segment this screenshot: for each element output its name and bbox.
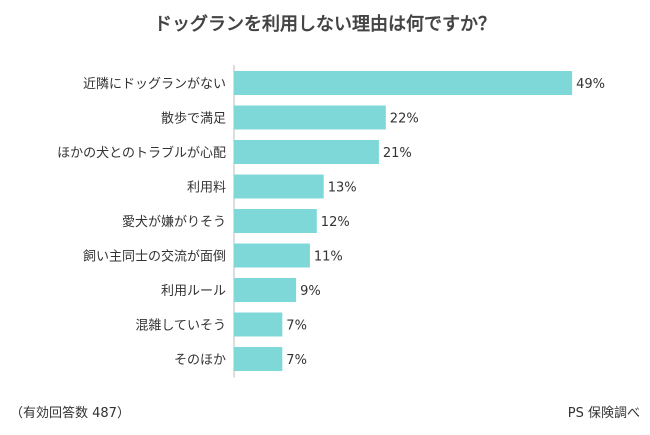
bar (234, 140, 379, 164)
bar (234, 312, 283, 337)
category-label: 飼い主同士の交流が面倒 (83, 249, 226, 265)
bar (234, 243, 310, 268)
value-label: 22% (390, 112, 419, 127)
bar (234, 278, 297, 302)
bar (234, 71, 573, 95)
category-label: そのほか (174, 353, 226, 368)
category-label: 散歩で満足 (161, 112, 226, 127)
source-note: PS 保険調べ (567, 406, 640, 421)
category-label: 愛犬が嫌がりそう (122, 215, 226, 230)
value-label: 49% (576, 77, 605, 92)
value-label: 7% (286, 319, 307, 334)
value-label: 13% (328, 181, 357, 196)
value-label: 7% (286, 353, 307, 368)
category-label: ほかの犬とのトラブルが心配 (57, 145, 226, 161)
category-label: 利用ルール (161, 284, 226, 299)
value-label: 9% (300, 284, 321, 299)
bar (234, 105, 386, 130)
chart-title: ドッグランを利用しない理由は何ですか？ (154, 14, 496, 35)
value-label: 12% (321, 215, 350, 230)
category-label: 混雑していそう (135, 318, 226, 334)
value-label: 21% (383, 146, 412, 161)
category-label: 近隣にドッグランがない (83, 76, 226, 92)
bar (234, 174, 324, 199)
value-label: 11% (314, 250, 343, 265)
bar (234, 209, 317, 233)
bar (234, 347, 283, 371)
category-label: 利用料 (187, 181, 226, 196)
respondent-count-note: （有効回答数 487） (10, 406, 130, 421)
